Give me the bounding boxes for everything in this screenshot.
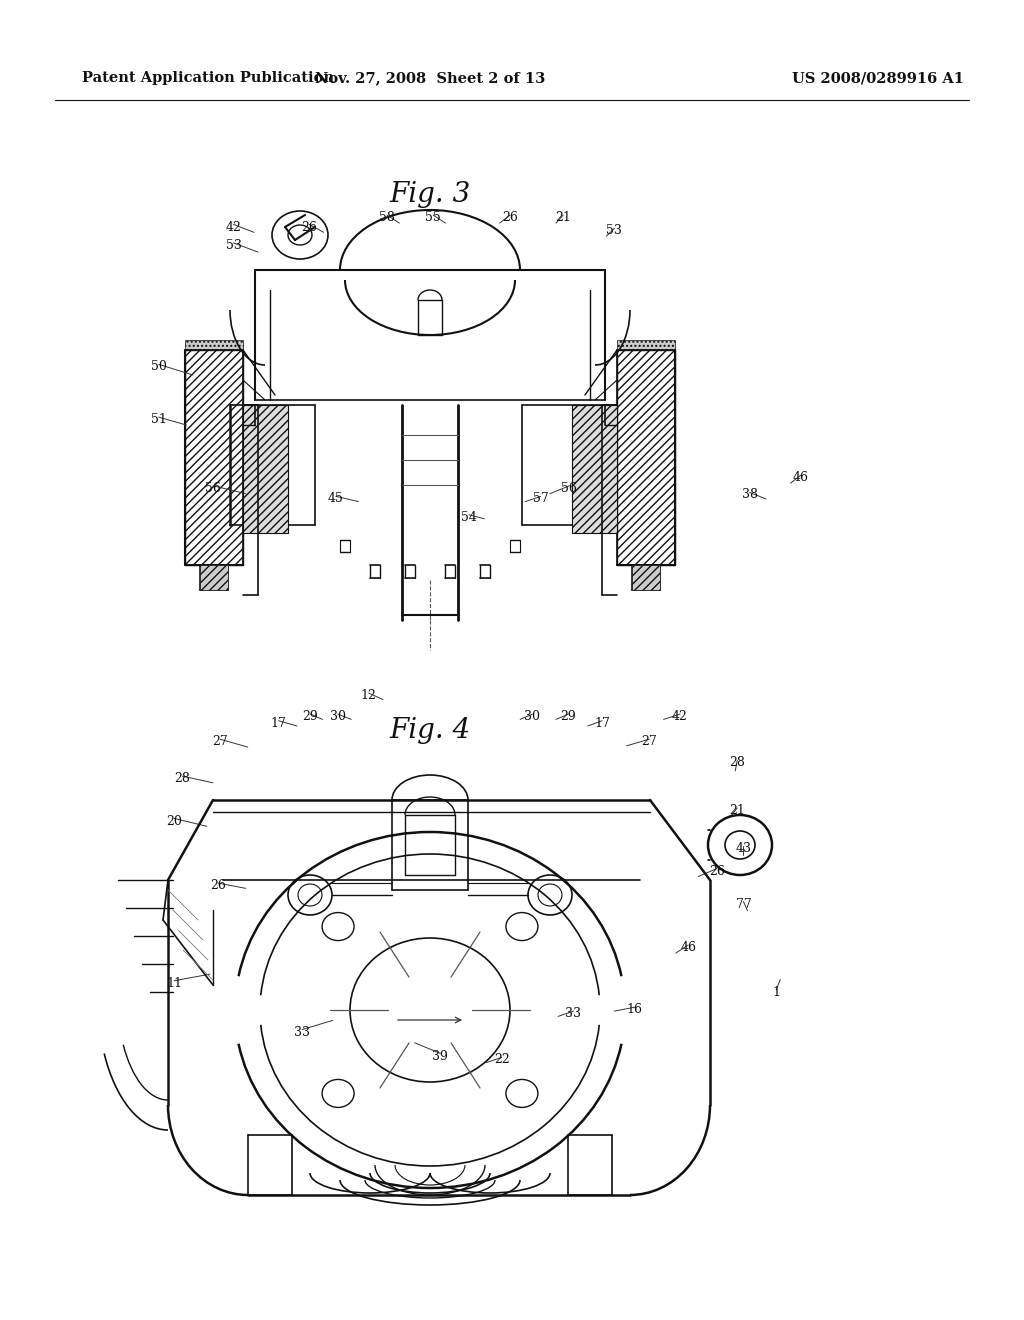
Text: 55: 55: [425, 211, 441, 224]
Text: 29: 29: [302, 710, 318, 723]
Text: Nov. 27, 2008  Sheet 2 of 13: Nov. 27, 2008 Sheet 2 of 13: [314, 71, 545, 84]
Text: 11: 11: [166, 977, 182, 990]
Text: 33: 33: [294, 1026, 310, 1039]
Text: Fig. 4: Fig. 4: [389, 717, 471, 743]
Text: 22: 22: [494, 1053, 510, 1067]
Text: 27: 27: [212, 735, 228, 748]
Polygon shape: [632, 565, 660, 590]
Text: 54: 54: [461, 511, 477, 524]
Text: 46: 46: [793, 471, 809, 484]
Text: 56: 56: [205, 482, 221, 495]
Text: 26: 26: [210, 879, 226, 892]
Text: 17: 17: [270, 717, 287, 730]
Text: 77: 77: [735, 898, 752, 911]
Text: 21: 21: [555, 211, 571, 224]
Text: 26: 26: [502, 211, 518, 224]
Polygon shape: [185, 341, 243, 360]
Text: 27: 27: [641, 735, 657, 748]
Text: 33: 33: [565, 1007, 582, 1020]
Text: 1: 1: [772, 986, 780, 999]
Text: 28: 28: [174, 772, 190, 785]
Text: 45: 45: [328, 492, 344, 506]
Text: 16: 16: [627, 1003, 643, 1016]
Polygon shape: [617, 350, 675, 565]
Text: Patent Application Publication: Patent Application Publication: [82, 71, 334, 84]
Text: 38: 38: [741, 488, 758, 502]
Text: 46: 46: [680, 941, 696, 954]
Text: 53: 53: [225, 239, 242, 252]
Text: 21: 21: [729, 804, 745, 817]
Text: 30: 30: [330, 710, 346, 723]
Polygon shape: [617, 341, 675, 380]
Polygon shape: [185, 350, 243, 565]
Text: 17: 17: [594, 717, 610, 730]
Text: 12: 12: [360, 689, 377, 702]
Text: 50: 50: [151, 360, 167, 374]
Polygon shape: [243, 405, 288, 533]
Polygon shape: [200, 565, 228, 590]
Text: US 2008/0289916 A1: US 2008/0289916 A1: [792, 71, 964, 84]
Text: 26: 26: [301, 220, 317, 234]
Text: 43: 43: [735, 842, 752, 855]
Text: 30: 30: [524, 710, 541, 723]
Text: Fig. 3: Fig. 3: [389, 181, 471, 209]
Text: 57: 57: [532, 492, 549, 506]
Text: 28: 28: [729, 756, 745, 770]
Text: 42: 42: [225, 220, 242, 234]
Text: 51: 51: [151, 413, 167, 426]
Text: 56: 56: [561, 482, 578, 495]
Text: 58: 58: [379, 211, 395, 224]
Text: 39: 39: [432, 1049, 449, 1063]
Polygon shape: [572, 405, 617, 533]
Text: 20: 20: [166, 814, 182, 828]
Text: 42: 42: [672, 710, 688, 723]
Text: 29: 29: [560, 710, 577, 723]
Text: 26: 26: [709, 865, 725, 878]
Text: 53: 53: [606, 224, 623, 238]
